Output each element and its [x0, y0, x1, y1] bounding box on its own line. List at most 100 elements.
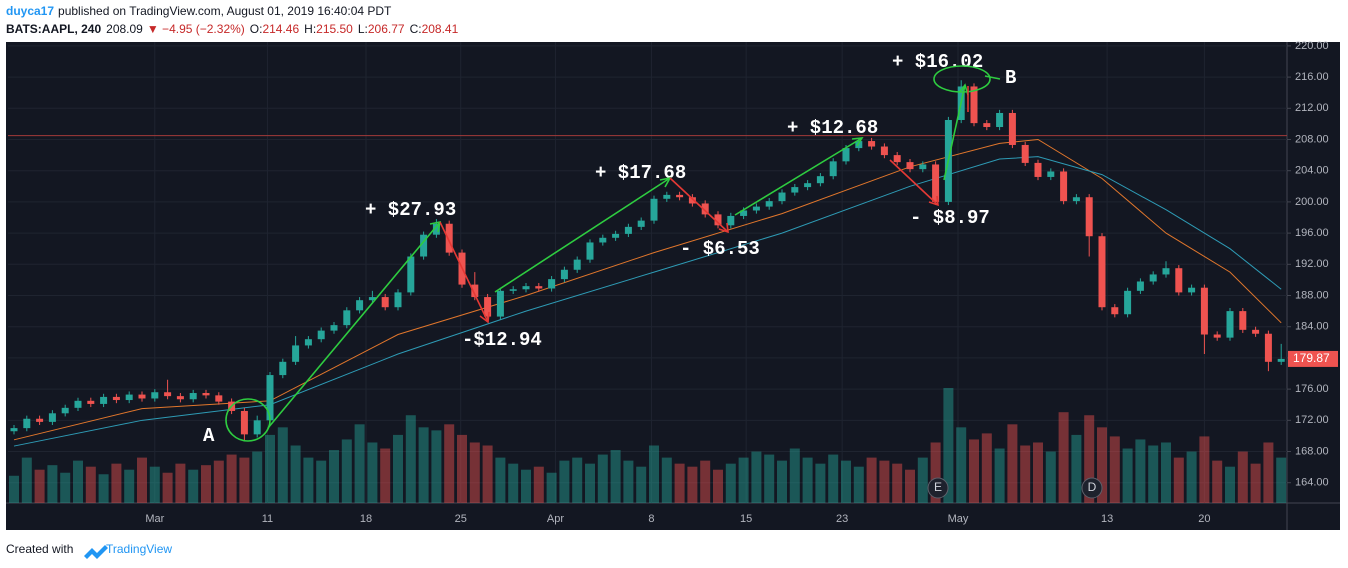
arrowhead	[958, 83, 969, 96]
ohlc-key: C:	[410, 22, 422, 36]
candle-body	[266, 375, 274, 421]
candle-body	[1188, 287, 1196, 293]
candle-body	[906, 162, 914, 170]
candle-body	[215, 395, 223, 402]
x-tick-label: 25	[455, 513, 467, 525]
volume-bar	[572, 457, 583, 503]
arrow	[889, 159, 939, 206]
volume	[9, 388, 1287, 503]
volume-bar	[341, 439, 352, 503]
y-tick-label: 212.00	[1295, 102, 1329, 114]
candle-body	[535, 286, 543, 289]
candle-body	[1277, 358, 1285, 362]
candle-body	[740, 210, 748, 216]
candle-body	[304, 339, 312, 346]
candle-body	[829, 161, 837, 177]
volume-bar	[649, 445, 659, 503]
arrow	[734, 137, 863, 216]
volume-bar	[252, 451, 263, 503]
volume-bar	[226, 454, 237, 503]
y-tick-label: 196.00	[1295, 227, 1329, 239]
x-tick-label: 15	[740, 513, 752, 525]
volume-bar	[1109, 436, 1120, 503]
author: duyca17	[6, 4, 54, 18]
volume-bar	[802, 457, 813, 503]
annotation: - $6.53	[680, 238, 760, 260]
candle-body	[701, 203, 709, 215]
candle-body	[612, 233, 620, 238]
x-tick-label: 13	[1101, 513, 1113, 525]
symbol-line: BATS:AAPL, 240 208.09 ▼ −4.95 (−2.32%) O:21…	[6, 22, 459, 36]
volume-bar	[34, 469, 45, 503]
ohlc-key: L:	[358, 22, 368, 36]
volume-bar	[213, 460, 224, 503]
circle	[933, 65, 991, 93]
volume-bar	[930, 442, 941, 503]
volume-bar	[188, 469, 199, 503]
volume-bar	[265, 434, 275, 503]
candle-body	[61, 407, 69, 414]
ohlc-value: 206.77	[368, 22, 405, 36]
plot: 164.00168.00172.00176.00180.00184.00188.…	[8, 40, 1338, 525]
x-tick-label: 11	[262, 513, 273, 525]
y-tick-label: 220.00	[1295, 40, 1329, 52]
ohlc-value: 208.41	[422, 22, 459, 36]
volume-bar	[1250, 463, 1261, 503]
volume-bar	[1186, 451, 1197, 503]
volume-bar	[1161, 442, 1171, 503]
symbol: BATS:AAPL, 240	[6, 22, 101, 36]
volume-bar	[1263, 442, 1274, 503]
ohlc-key: O:	[250, 22, 263, 36]
candle-body	[522, 286, 530, 290]
volume-bar	[124, 469, 135, 503]
published: published on TradingView.com, August 01,…	[58, 4, 392, 18]
candle-body	[599, 237, 607, 243]
volume-bar	[162, 472, 173, 503]
footer-brand: TradingView	[106, 542, 172, 556]
change: ▼ −4.95 (−2.32%)	[147, 22, 245, 36]
volume-bar	[367, 442, 378, 503]
volume-bar	[789, 448, 800, 503]
volume-bar	[956, 427, 967, 503]
candle-body	[842, 148, 850, 162]
volume-bar	[175, 463, 186, 503]
volume-bar	[1033, 442, 1043, 503]
volume-bar	[533, 466, 544, 503]
volume-bar	[764, 454, 775, 503]
price: 208.09	[106, 22, 143, 36]
candle-body	[1111, 307, 1119, 315]
volume-bar	[431, 430, 442, 503]
candle-body	[560, 269, 568, 280]
x-tick-label: Mar	[145, 513, 164, 525]
arrowhead	[718, 222, 729, 234]
y-tick-label: 176.00	[1295, 383, 1329, 395]
candle-body	[292, 345, 300, 362]
event-label: E	[934, 480, 942, 494]
annotation: -$12.94	[462, 329, 542, 351]
volume-bar	[47, 465, 58, 503]
volume-bar	[21, 457, 32, 503]
candle-body	[983, 123, 991, 128]
y-tick-label: 184.00	[1295, 321, 1329, 333]
candle-body	[573, 259, 581, 270]
volume-bar	[828, 454, 839, 503]
candle-body	[36, 418, 44, 422]
volume-bar	[610, 450, 621, 503]
volume-bar	[316, 460, 327, 503]
candle-body	[381, 297, 389, 308]
volume-bar	[969, 439, 979, 503]
candle-body	[816, 176, 824, 184]
candle-body	[1226, 311, 1234, 338]
x-tick-label: 23	[836, 513, 848, 525]
candle-body	[919, 164, 927, 170]
chart-background	[6, 42, 1340, 530]
volume-bar	[1276, 457, 1287, 503]
y-tick-label: 216.00	[1295, 71, 1329, 83]
moving-average	[13, 138, 1282, 441]
candle-body	[1200, 287, 1208, 335]
volume-bar	[559, 460, 570, 503]
volume-bar	[73, 460, 83, 503]
volume-bar	[1071, 434, 1082, 503]
volume-bar	[60, 472, 71, 503]
candle-body	[893, 155, 901, 163]
